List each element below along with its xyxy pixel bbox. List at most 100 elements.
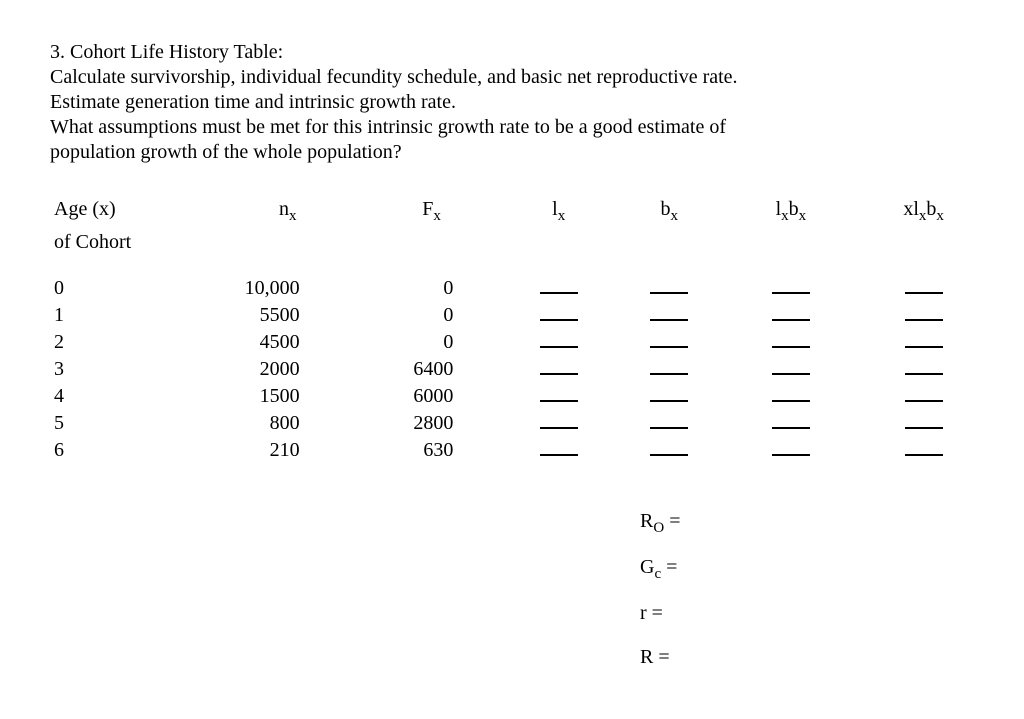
cell-bx (614, 356, 725, 383)
summary-r0: RO = (640, 499, 974, 545)
header-lx: lx (503, 195, 614, 228)
blank-line (540, 332, 578, 348)
cell-lx (503, 302, 614, 329)
blank-line (772, 413, 810, 429)
blank-line (540, 413, 578, 429)
blank-line (540, 305, 578, 321)
cell-xlxbx (857, 410, 990, 437)
question-intro: 3. Cohort Life History Table: Calculate … (50, 40, 974, 165)
table-row: 320006400 (50, 356, 990, 383)
cell-xlxbx (857, 437, 990, 464)
cell-age: 0 (50, 275, 216, 302)
table-body: 010,000015500024500032000640041500600058… (50, 275, 990, 464)
table-row: 58002800 (50, 410, 990, 437)
intro-line-1: 3. Cohort Life History Table: (50, 40, 974, 65)
blank-line (650, 386, 688, 402)
header-xlxbx: xlxbx (857, 195, 990, 228)
blank-line (905, 386, 943, 402)
blank-line (650, 332, 688, 348)
cell-nx: 5500 (216, 302, 360, 329)
cell-bx (614, 410, 725, 437)
cell-bx (614, 275, 725, 302)
cell-xlxbx (857, 356, 990, 383)
summary-gc: Gc = (640, 545, 974, 591)
cell-lxbx (725, 410, 858, 437)
blank-line (540, 278, 578, 294)
intro-line-3: Estimate generation time and intrinsic g… (50, 90, 974, 115)
cell-lx (503, 275, 614, 302)
cell-nx: 2000 (216, 356, 360, 383)
cell-lxbx (725, 302, 858, 329)
blank-line (650, 305, 688, 321)
cell-xlxbx (857, 383, 990, 410)
cell-nx: 210 (216, 437, 360, 464)
cell-bx (614, 302, 725, 329)
blank-line (772, 332, 810, 348)
summary-R: R = (640, 635, 974, 679)
table-row: 010,0000 (50, 275, 990, 302)
cell-age: 6 (50, 437, 216, 464)
cell-fx: 0 (360, 302, 504, 329)
table-row: 6210630 (50, 437, 990, 464)
cell-nx: 4500 (216, 329, 360, 356)
blank-line (650, 413, 688, 429)
cell-age: 1 (50, 302, 216, 329)
cell-nx: 1500 (216, 383, 360, 410)
header-bx: bx (614, 195, 725, 228)
header-nx: nx (216, 195, 360, 228)
blank-line (772, 278, 810, 294)
blank-line (905, 305, 943, 321)
intro-line-5: population growth of the whole populatio… (50, 140, 974, 165)
blank-line (905, 278, 943, 294)
blank-line (540, 359, 578, 375)
life-history-table: Age (x) nx Fx lx bx lxbx xlxbx of Cohort… (50, 195, 990, 464)
blank-line (905, 440, 943, 456)
cell-lx (503, 329, 614, 356)
blank-line (772, 386, 810, 402)
blank-line (772, 359, 810, 375)
cell-age: 4 (50, 383, 216, 410)
cell-lxbx (725, 275, 858, 302)
cell-fx: 0 (360, 329, 504, 356)
summary-block: RO = Gc = r = R = (640, 499, 974, 679)
cell-fx: 0 (360, 275, 504, 302)
cell-lx (503, 383, 614, 410)
cell-fx: 6400 (360, 356, 504, 383)
blank-line (540, 386, 578, 402)
blank-line (905, 413, 943, 429)
cell-bx (614, 437, 725, 464)
header-lxbx: lxbx (725, 195, 858, 228)
cell-lx (503, 437, 614, 464)
blank-line (772, 305, 810, 321)
cell-nx: 800 (216, 410, 360, 437)
intro-line-2: Calculate survivorship, individual fecun… (50, 65, 974, 90)
blank-line (650, 278, 688, 294)
blank-line (772, 440, 810, 456)
blank-line (650, 359, 688, 375)
cell-bx (614, 383, 725, 410)
cell-lxbx (725, 329, 858, 356)
cell-age: 3 (50, 356, 216, 383)
table-row: 155000 (50, 302, 990, 329)
summary-r: r = (640, 591, 974, 635)
cell-xlxbx (857, 329, 990, 356)
header-age-top: Age (x) (50, 195, 216, 228)
cell-fx: 6000 (360, 383, 504, 410)
cell-lx (503, 410, 614, 437)
blank-line (905, 332, 943, 348)
table-row: 415006000 (50, 383, 990, 410)
cell-lxbx (725, 437, 858, 464)
cell-xlxbx (857, 275, 990, 302)
cell-bx (614, 329, 725, 356)
blank-line (650, 440, 688, 456)
cell-lx (503, 356, 614, 383)
cell-xlxbx (857, 302, 990, 329)
blank-line (540, 440, 578, 456)
table-row: 245000 (50, 329, 990, 356)
cell-nx: 10,000 (216, 275, 360, 302)
cell-fx: 2800 (360, 410, 504, 437)
cell-lxbx (725, 383, 858, 410)
intro-line-4: What assumptions must be met for this in… (50, 115, 974, 140)
header-fx: Fx (360, 195, 504, 228)
cell-age: 5 (50, 410, 216, 437)
